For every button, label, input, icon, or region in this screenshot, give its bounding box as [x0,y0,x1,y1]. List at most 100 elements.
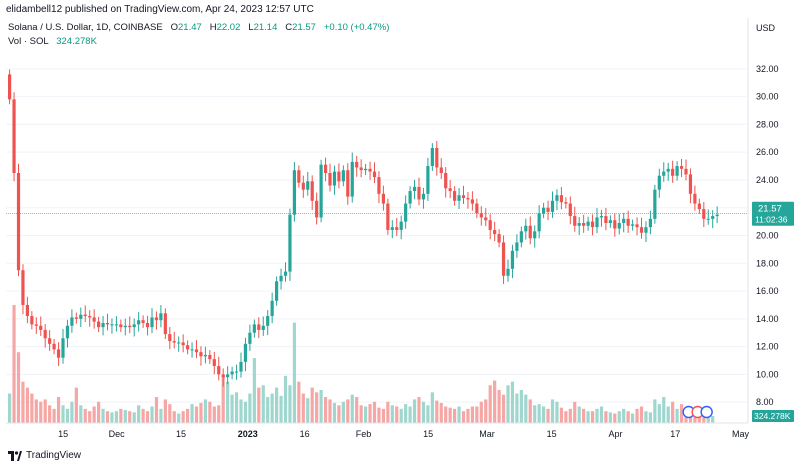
candle-body[interactable] [110,324,114,326]
volume-legend[interactable]: Vol · SOL 324.278K [8,36,97,47]
candle-body[interactable] [172,341,176,343]
candle-body[interactable] [501,242,506,276]
candle-body[interactable] [323,164,328,173]
candle-body[interactable] [386,203,390,230]
candle-body[interactable] [666,168,670,172]
candle-body[interactable] [137,320,141,325]
candle-body[interactable] [34,324,38,326]
candle-body[interactable] [533,231,537,239]
candle-body[interactable] [657,175,661,190]
candle-body[interactable] [226,374,230,378]
candle-body[interactable] [230,371,234,375]
candle-body[interactable] [275,281,279,301]
candle-body[interactable] [83,314,87,317]
candle-body[interactable] [145,323,150,328]
candle-body[interactable] [234,371,239,373]
candle-body[interactable] [128,325,132,328]
candle-body[interactable] [261,325,265,330]
candle-body[interactable] [39,325,43,330]
candle-body[interactable] [48,338,52,344]
candle-body[interactable] [599,216,604,218]
candle-body[interactable] [559,195,564,203]
candle-body[interactable] [61,338,65,358]
candle-body[interactable] [364,168,368,171]
candle-body[interactable] [52,343,56,350]
candle-body[interactable] [488,220,492,230]
candle-body[interactable] [706,218,710,220]
candle-body[interactable] [372,171,377,178]
candle-body[interactable] [555,195,559,201]
candle-body[interactable] [497,234,501,243]
candle-body[interactable] [399,221,403,230]
candle-body[interactable] [475,203,479,214]
candle-body[interactable] [631,224,635,226]
candle-body[interactable] [154,317,159,321]
candle-body[interactable] [648,218,653,228]
candle-body[interactable] [257,324,261,330]
candle-body[interactable] [595,217,599,228]
candle-body[interactable] [92,317,96,322]
candle-body[interactable] [297,170,301,183]
candle-body[interactable] [381,193,386,204]
candle-body[interactable] [684,168,688,175]
candle-body[interactable] [688,174,693,194]
candle-body[interactable] [671,168,675,176]
candle-body[interactable] [25,304,30,317]
candle-body[interactable] [506,268,510,276]
candle-body[interactable] [212,359,216,367]
candle-body[interactable] [582,223,586,226]
candle-body[interactable] [328,173,332,186]
candle-body[interactable] [97,321,101,328]
candle-body[interactable] [368,168,372,172]
candle-body[interactable] [301,182,305,190]
candle-body[interactable] [332,171,337,186]
candle-body[interactable] [430,148,434,167]
candle-body[interactable] [377,177,381,194]
candle-body[interactable] [421,193,426,200]
candle-body[interactable] [341,170,345,182]
candle-body[interactable] [466,198,470,200]
candle-body[interactable] [604,216,608,223]
candle-body[interactable] [114,324,119,326]
candle-body[interactable] [412,186,417,192]
candle-body[interactable] [306,181,310,190]
candle-body[interactable] [444,173,448,189]
candle-body[interactable] [426,166,430,194]
candle-body[interactable] [315,200,319,218]
candle-body[interactable] [74,317,78,319]
candle-body[interactable] [79,314,83,319]
candle-body[interactable] [208,354,212,360]
candle-body[interactable] [546,207,550,212]
candle-body[interactable] [159,313,163,321]
candle-body[interactable] [568,203,572,217]
candle-body[interactable] [123,325,127,328]
candle-body[interactable] [644,227,648,233]
candle-body[interactable] [622,218,626,223]
candle-body[interactable] [439,167,443,173]
candle-body[interactable] [101,323,105,328]
candle-body[interactable] [199,352,203,357]
candle-body[interactable] [56,349,61,358]
candle-body[interactable] [168,334,172,342]
candle-body[interactable] [186,345,190,350]
candle-body[interactable] [390,227,394,230]
candle-body[interactable] [404,203,408,222]
candle-body[interactable] [70,317,74,326]
candle-body[interactable] [639,227,644,233]
candle-body[interactable] [12,99,16,173]
candle-body[interactable] [346,170,350,197]
event-marker-icon[interactable] [700,405,713,419]
candle-body[interactable] [177,342,181,344]
candle-body[interactable] [248,332,252,344]
candle-body[interactable] [310,181,314,201]
candle-body[interactable] [484,217,488,221]
candle-body[interactable] [448,188,452,192]
candle-body[interactable] [141,320,145,323]
candle-body[interactable] [30,316,34,325]
candle-body[interactable] [408,191,412,204]
candle-body[interactable] [417,186,421,200]
candle-body[interactable] [190,349,194,351]
candle-body[interactable] [359,167,363,171]
candle-body[interactable] [470,199,475,204]
